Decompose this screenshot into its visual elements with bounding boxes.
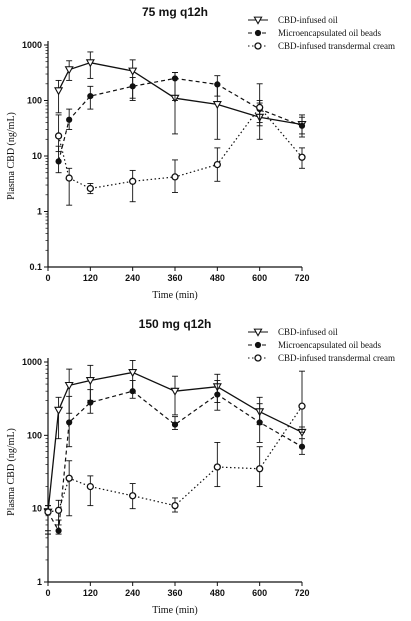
legend: CBD-infused oil Microencapsulated oil bea… [248,15,395,51]
x-tick-label: 120 [83,273,98,283]
legend-label: CBD-infused oil [278,15,338,25]
chart-title: 150 mg q12h [139,317,212,331]
x-tick-label: 720 [294,588,309,598]
legend-label: CBD-infused oil [278,327,338,337]
x-tick-label: 240 [125,588,140,598]
data-point [171,75,179,82]
data-point [129,177,137,185]
data-point [55,158,62,165]
x-tick-label: 0 [45,588,50,598]
series-line [58,62,303,126]
y-tick-label: 1 [37,577,42,587]
x-tick-label: 120 [83,588,98,598]
x-tick-label: 600 [252,588,267,598]
data-point [213,160,221,169]
x-axis-label: Time (min) [152,290,197,301]
data-point [65,174,73,182]
chart-panel-2: 150 mg q12h 1 10 100 1000 0 120 240 360 480 600 720… [6,317,395,616]
data-point [298,402,306,410]
data-point [256,103,264,112]
data-point [298,153,306,161]
series-microencapsulated-oil-beads [55,72,306,174]
x-tick-label: 720 [294,273,309,283]
data-point [44,508,52,516]
x-tick-label: 480 [210,588,225,598]
y-tick-label: 1 [37,207,42,217]
x-tick-label: 360 [167,588,182,598]
data-point [65,474,73,482]
data-point [64,66,74,75]
legend-label: CBD-infused transdermal cream [278,41,395,51]
y-axis-label: Plasma CBD (ng/mL) [6,112,17,200]
data-point [298,122,306,129]
legend-marker [254,29,262,37]
legend-marker [254,341,262,349]
series-cbd-infused-transdermal-cream [44,370,306,535]
data-point [54,132,63,140]
legend: CBD-infused oil Microencapsulated oil bea… [248,327,395,363]
x-tick-label: 480 [210,273,225,283]
data-point [54,506,63,514]
chart-panel-1: 75 mg q12h 0.1 1 10 100 1000 0 120 240 360 480 600 7… [6,5,395,301]
legend-marker [254,42,262,50]
data-point [256,419,263,426]
y-tick-label: 1000 [22,40,42,50]
data-point [54,87,64,96]
data-point [171,501,179,510]
data-point [129,388,136,395]
y-tick-label: 1000 [22,357,42,367]
y-tick-label: 10 [32,151,42,161]
data-point [171,173,179,181]
legend-label: CBD-infused transdermal cream [278,353,395,363]
x-tick-label: 600 [252,273,267,283]
data-point [129,83,136,90]
data-point [85,377,95,386]
y-axis-label: Plasma CBD (ng/mL) [6,428,17,516]
data-point [66,419,73,426]
data-point [55,527,62,534]
legend-label: Microencapsulated oil beads [278,28,381,38]
series-line [58,77,303,162]
y-tick-label: 0.1 [29,262,42,272]
y-tick-label: 10 [32,504,42,514]
legend-marker [253,16,263,25]
data-point [212,100,222,110]
data-point [85,59,95,68]
data-point [66,116,73,123]
data-point [170,387,180,396]
data-point [86,184,94,193]
legend-label: Microencapsulated oil beads [278,340,381,350]
legend-marker [254,354,262,362]
x-tick-label: 360 [167,273,182,283]
x-axis-label: Time (min) [152,605,197,616]
x-tick-label: 0 [45,273,50,283]
y-tick-label: 100 [27,96,42,106]
data-point [128,67,138,76]
chart-title: 75 mg q12h [142,5,208,19]
data-point [87,399,94,406]
data-point [87,93,94,100]
data-point [171,421,179,428]
data-point [214,391,221,398]
data-point [213,463,221,471]
data-point [129,492,137,500]
series-line [58,106,303,190]
data-point [256,465,264,473]
data-point [54,406,64,415]
data-point [298,443,306,450]
data-point [214,81,221,88]
x-tick-label: 240 [125,273,140,283]
series-cbd-infused-transdermal-cream [54,83,306,206]
data-point [128,369,138,378]
legend-marker [253,328,263,337]
data-point [86,482,94,491]
y-tick-label: 100 [27,430,42,440]
data-point [64,381,74,391]
